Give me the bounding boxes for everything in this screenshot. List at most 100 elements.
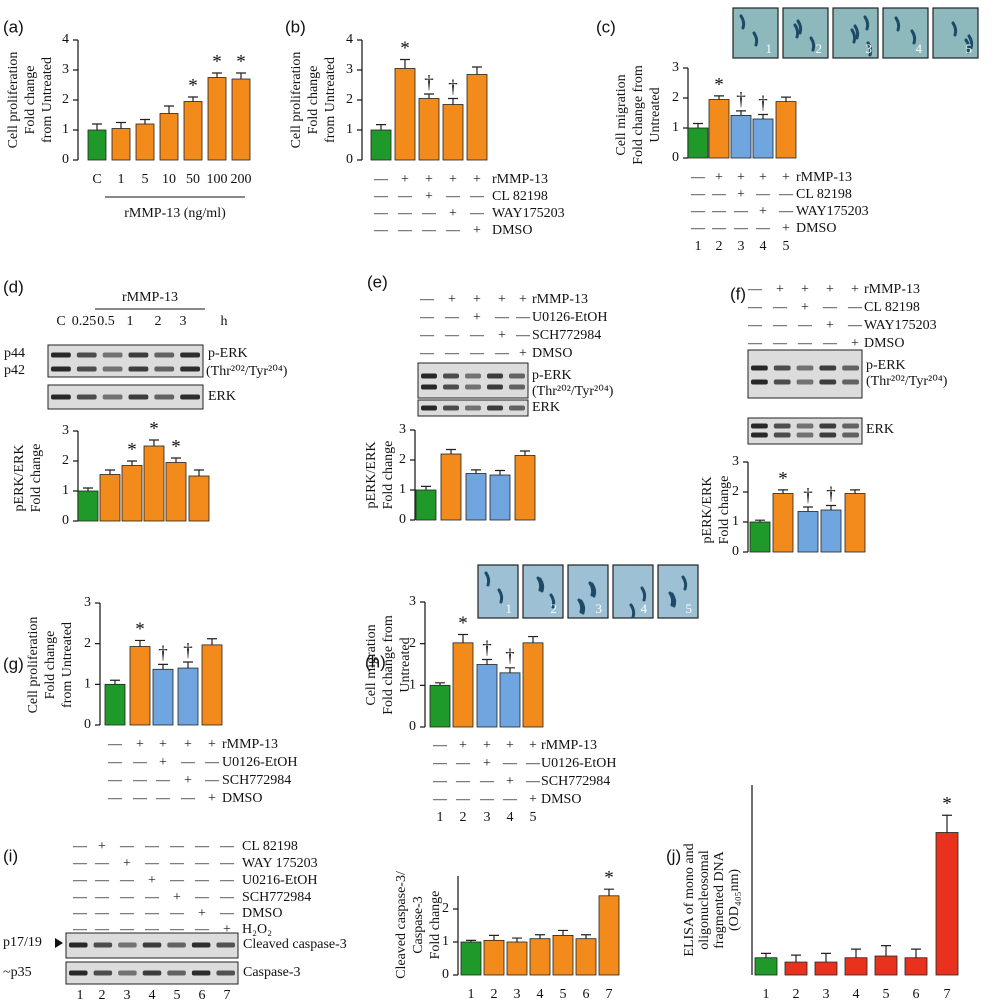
x-tick-label: 50 [186,172,200,187]
y-axis-label: Fold change from [381,615,396,715]
cell [681,575,688,591]
error-bar [755,519,765,522]
treatment-sign: — [132,773,148,788]
error-bar [164,105,174,114]
blot-label: (Thr²⁰²/Tyr²⁰⁴) [866,374,948,389]
band [167,970,186,976]
significance-marker: * [942,794,952,815]
band [751,379,768,385]
y-tick-label: 3 [62,423,69,438]
error-bar [821,952,831,963]
bar [465,473,487,521]
y-axis-label: Cell proliferation [26,617,41,714]
y-tick-label: 2 [409,636,416,651]
band [216,970,235,976]
cell [866,41,873,57]
bar [814,961,838,976]
treatment-sign: + [173,890,181,905]
band-label: p17/19 [3,935,42,950]
treatment-sign: + [473,292,481,307]
bar [708,99,730,159]
image-number: 1 [506,601,513,616]
significance-marker: * [135,619,145,640]
error-bar [448,97,458,105]
cell [796,19,803,35]
y-axis-label: Cleaved caspase-3/ [394,871,409,979]
treatment-sign: — [733,221,749,236]
treatment-name: rMMP-13 [864,282,920,297]
treatment-sign: — [180,791,196,806]
y-axis-label: Fold change [29,444,44,513]
treatment-name: DMSO [796,221,836,236]
band [487,384,503,390]
band-label: ~p35 [3,965,32,980]
band [154,366,175,372]
image-number: 2 [551,601,558,616]
error-bar [535,934,545,939]
treatment-sign: — [469,346,485,361]
y-axis-label: oligonucleosomal [697,850,712,950]
band [69,970,88,976]
treatment-sign: — [747,282,763,297]
error-bar [471,469,481,474]
band [421,384,437,390]
band [191,970,211,976]
treatment-name: DMSO [864,336,904,351]
treatment-sign: + [159,755,167,770]
band [819,365,837,371]
treatment-name: rMMP-13 [541,738,597,753]
y-axis-label: from Untreated [323,57,338,143]
band [76,352,97,358]
treatment-sign: + [776,282,784,297]
x-tick-label: 10 [162,172,176,187]
treatment-sign: + [136,737,144,752]
treatment-sign: — [455,756,471,771]
treatment-sign: + [184,773,192,788]
treatment-sign: — [373,223,389,238]
cell [497,588,504,604]
error-bar [714,95,724,100]
bar [143,445,165,522]
cell [793,23,800,39]
error-bar [558,929,568,936]
lane-number: 4 [853,987,860,1002]
bar [104,683,126,726]
band [93,942,113,948]
band [118,970,137,976]
treatment-sign: — [690,187,706,202]
x-axis-label: rMMP-13 (ng/ml) [124,206,226,221]
treatment-sign: — [733,204,749,219]
significance-marker: * [212,51,222,72]
treatment-sign: + [737,170,745,185]
treatment-sign: — [169,873,185,888]
band [773,432,791,438]
bar [476,664,498,728]
treatment-sign: + [448,292,456,307]
treatment-sign: — [107,737,123,752]
band [443,384,459,390]
treatment-sign: — [515,310,531,325]
treatment-sign: — [515,328,531,343]
lane-number: 1 [763,987,770,1002]
treatment-sign: + [98,839,106,854]
treatment-sign: + [208,791,216,806]
cell [640,586,647,602]
treatment-sign: + [473,223,481,238]
treatment-name: rMMP-13 [222,737,278,752]
blot [747,349,863,399]
panel-label: (j) [666,846,681,865]
y-tick-label: 3 [346,62,353,77]
x-tick-label: 200 [231,172,252,187]
treatment-name: SCH772984 [242,890,311,905]
bar [152,668,174,726]
y-tick-label: 3 [672,60,679,75]
treatment-sign: — [502,792,518,807]
band [69,942,88,948]
significance-marker: † [826,484,836,505]
blot-lane: 1 [127,314,134,329]
treatment-sign: — [778,187,794,202]
treatment-sign: — [479,792,495,807]
cell [549,593,556,609]
panel-label: (c) [596,17,616,36]
y-axis-label: from Untreated [40,57,55,143]
